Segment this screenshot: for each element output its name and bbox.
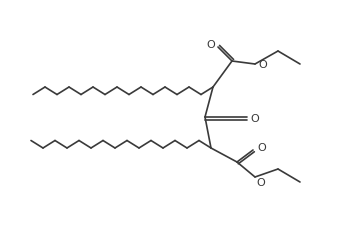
Text: O: O bbox=[258, 60, 267, 70]
Text: O: O bbox=[207, 40, 215, 50]
Text: O: O bbox=[257, 142, 266, 152]
Text: O: O bbox=[250, 114, 259, 123]
Text: O: O bbox=[256, 177, 265, 187]
